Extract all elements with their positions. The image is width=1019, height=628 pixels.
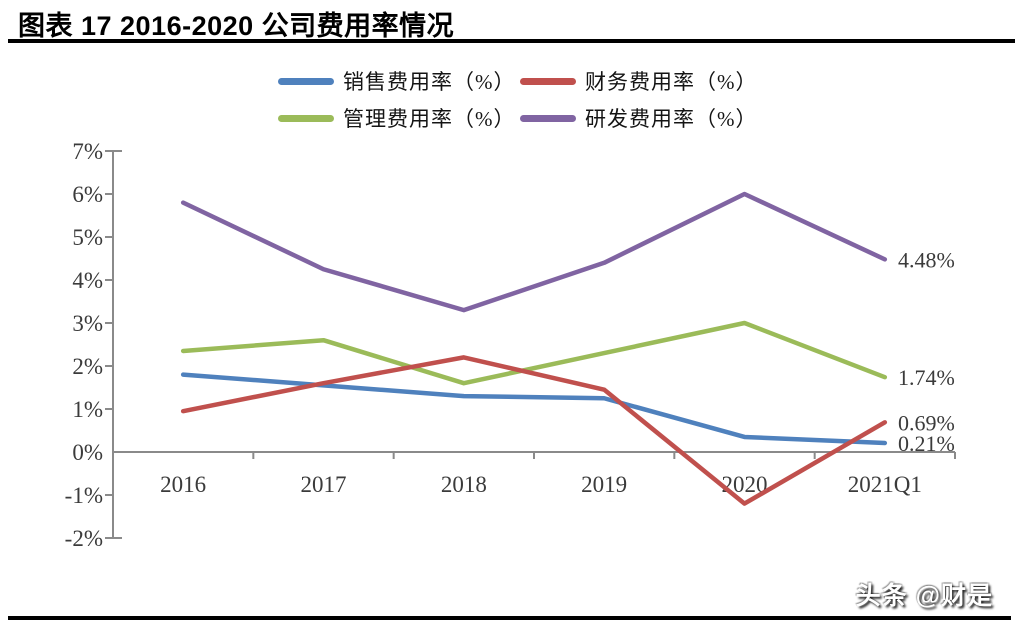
x-tick-label: 2016 [160,472,206,497]
legend-swatch-rd-expense [520,114,576,122]
legend-label-rd-expense: 研发费用率（%） [585,107,758,131]
legend-label-sales-expense: 销售费用率（%） [343,70,516,94]
x-tick-label: 2019 [581,472,627,497]
legend-swatch-finance-expense [520,77,576,85]
y-tick-label: 6% [72,182,103,207]
legend-item-rd-expense: 研发费用率（%） [520,105,758,131]
watermark: 头条 @财是 [855,582,993,610]
chart-title: 图表 17 2016-2020 公司费用率情况 [18,11,455,41]
y-tick-label: 7% [72,139,103,164]
series-line-admin-expense [180,320,888,386]
series-end-label-rd-expense: 4.48% [898,247,955,272]
y-tick-label: 5% [72,225,103,250]
x-tick-label: 2021Q1 [848,472,922,497]
title-rule [8,39,1015,43]
bottom-rule [8,616,1011,620]
legend-label-finance-expense: 财务费用率（%） [585,70,758,94]
legend-item-finance-expense: 财务费用率（%） [520,68,758,94]
x-tick-label: 2017 [301,472,347,497]
y-tick-label: 0% [72,440,103,465]
y-tick-label: -1% [65,483,103,508]
x-tick-label: 2018 [441,472,487,497]
y-tick-label: 3% [72,311,103,336]
legend-swatch-sales-expense [278,77,334,85]
y-tick-label: 1% [72,397,103,422]
y-tick-label: 4% [72,268,103,293]
series-line-sales-expense [180,372,888,446]
legend-swatch-admin-expense [278,114,334,122]
series-end-label-finance-expense: 0.69% [898,410,955,435]
series-line-rd-expense [180,191,888,313]
legend-item-sales-expense: 销售费用率（%） [278,68,516,94]
series-end-label-sales-expense: 0.21% [898,431,955,456]
series-end-label-admin-expense: 1.74% [898,365,955,390]
y-tick-label: 2% [72,354,103,379]
legend-label-admin-expense: 管理费用率（%） [343,107,516,131]
legend-item-admin-expense: 管理费用率（%） [278,105,516,131]
series-line-finance-expense [180,355,888,506]
y-tick-label: -2% [65,526,103,551]
